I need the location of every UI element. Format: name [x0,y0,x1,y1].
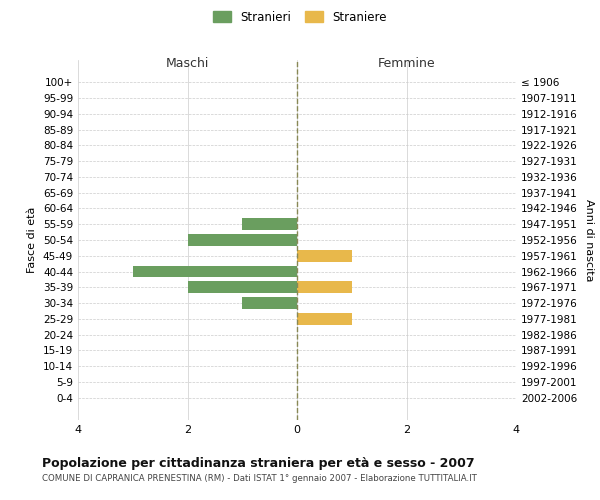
Text: Maschi: Maschi [166,56,209,70]
Text: Femmine: Femmine [377,56,436,70]
Y-axis label: Fasce di età: Fasce di età [28,207,37,273]
Bar [297,282,352,293]
Bar [297,313,352,325]
Bar [297,250,352,262]
Bar [242,218,297,230]
Bar [187,282,297,293]
Text: Popolazione per cittadinanza straniera per età e sesso - 2007: Popolazione per cittadinanza straniera p… [42,458,475,470]
Bar [242,297,297,309]
Legend: Stranieri, Straniere: Stranieri, Straniere [208,6,392,28]
Bar [187,234,297,246]
Text: COMUNE DI CAPRANICA PRENESTINA (RM) - Dati ISTAT 1° gennaio 2007 - Elaborazione : COMUNE DI CAPRANICA PRENESTINA (RM) - Da… [42,474,477,483]
Bar [133,266,297,278]
Y-axis label: Anni di nascita: Anni di nascita [584,198,594,281]
